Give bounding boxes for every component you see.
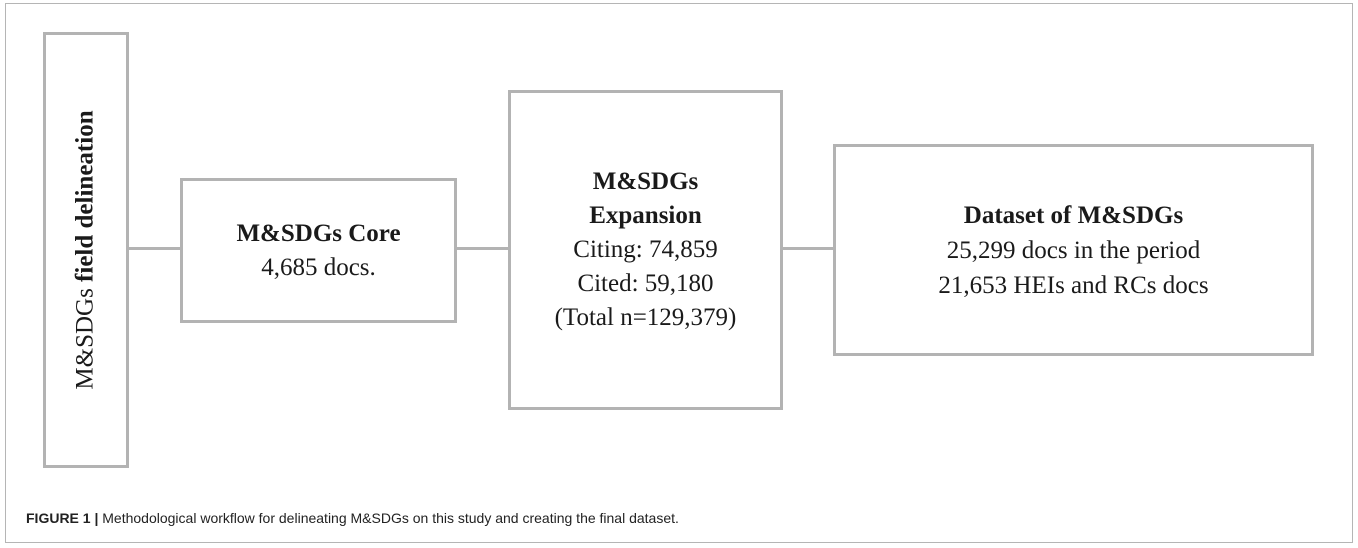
core-box-docs: 4,685 docs. [261,253,376,281]
connector-expansion-to-dataset [783,247,833,250]
figure-caption-label: FIGURE 1 | [26,510,99,526]
connector-vertical-to-core [129,247,180,250]
expansion-box-total: (Total n=129,379) [554,304,737,331]
figure-caption-text: Methodological workflow for delineating … [102,510,679,526]
figure-caption: FIGURE 1 | Methodological workflow for d… [26,510,679,526]
expansion-box: M&SDGs Expansion Citing: 74,859 Cited: 5… [508,90,783,410]
dataset-box-title: Dataset of M&SDGs [963,201,1184,229]
field-delineation-bold: field delineation [72,110,99,282]
dataset-box-hei-docs: 21,653 HEIs and RCs docs [938,271,1209,299]
expansion-box-cited: Cited: 59,180 [577,270,714,297]
dataset-box: Dataset of M&SDGs 25,299 docs in the per… [833,144,1314,356]
expansion-box-title-2: Expansion [589,202,702,229]
field-delineation-label: M&SDGs field delineation [72,110,100,389]
connector-core-to-expansion [457,247,508,250]
expansion-box-citing: Citing: 74,859 [573,236,718,263]
field-delineation-regular: M&SDGs [72,288,99,390]
dataset-box-period-docs: 25,299 docs in the period [946,236,1201,264]
figure-frame [5,3,1353,543]
core-box: M&SDGs Core 4,685 docs. [180,178,457,323]
core-box-title: M&SDGs Core [236,219,401,247]
field-delineation-box: M&SDGs field delineation [43,32,129,468]
expansion-box-title-1: M&SDGs [592,168,699,195]
